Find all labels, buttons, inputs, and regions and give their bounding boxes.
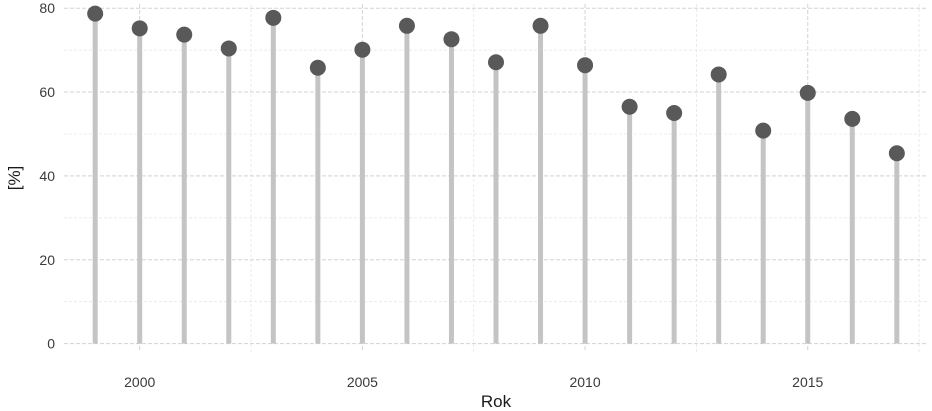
y-tick-label: 20 (39, 252, 55, 268)
lollipop-point (87, 5, 104, 22)
lollipop-point (398, 17, 415, 34)
lollipop-point (666, 105, 683, 122)
lollipop-point (621, 98, 638, 115)
x-tick-label: 2000 (124, 374, 155, 390)
y-axis-title: [%] (5, 166, 24, 191)
lollipop-point (532, 17, 549, 34)
lollipop-point (799, 84, 816, 101)
points (87, 5, 905, 162)
lollipop-point (710, 66, 727, 83)
tick-labels: 0 20 40 60 80 2000 2005 2010 2015 (39, 0, 823, 390)
x-tick-label: 2005 (347, 374, 378, 390)
lollipop-point (888, 145, 905, 162)
y-tick-label: 40 (39, 168, 55, 184)
y-tick-label: 0 (47, 336, 55, 352)
lollipop-point (577, 57, 594, 74)
lollipop-point (755, 122, 772, 139)
lollipop-point (176, 26, 193, 43)
x-tick-label: 2010 (569, 374, 600, 390)
lollipop-point (844, 110, 861, 127)
lollipop-point (443, 31, 460, 48)
x-tick-label: 2015 (792, 374, 823, 390)
lollipop-point (354, 41, 371, 58)
stems (92, 13, 900, 344)
lollipop-point (220, 40, 237, 57)
lollipop-point (488, 54, 504, 71)
x-axis-title: Rok (481, 392, 512, 411)
lollipop-point (309, 59, 326, 76)
lollipop-point (131, 20, 148, 37)
y-tick-label: 60 (39, 84, 55, 100)
y-tick-label: 80 (39, 0, 55, 16)
lollipop-point (265, 9, 282, 26)
